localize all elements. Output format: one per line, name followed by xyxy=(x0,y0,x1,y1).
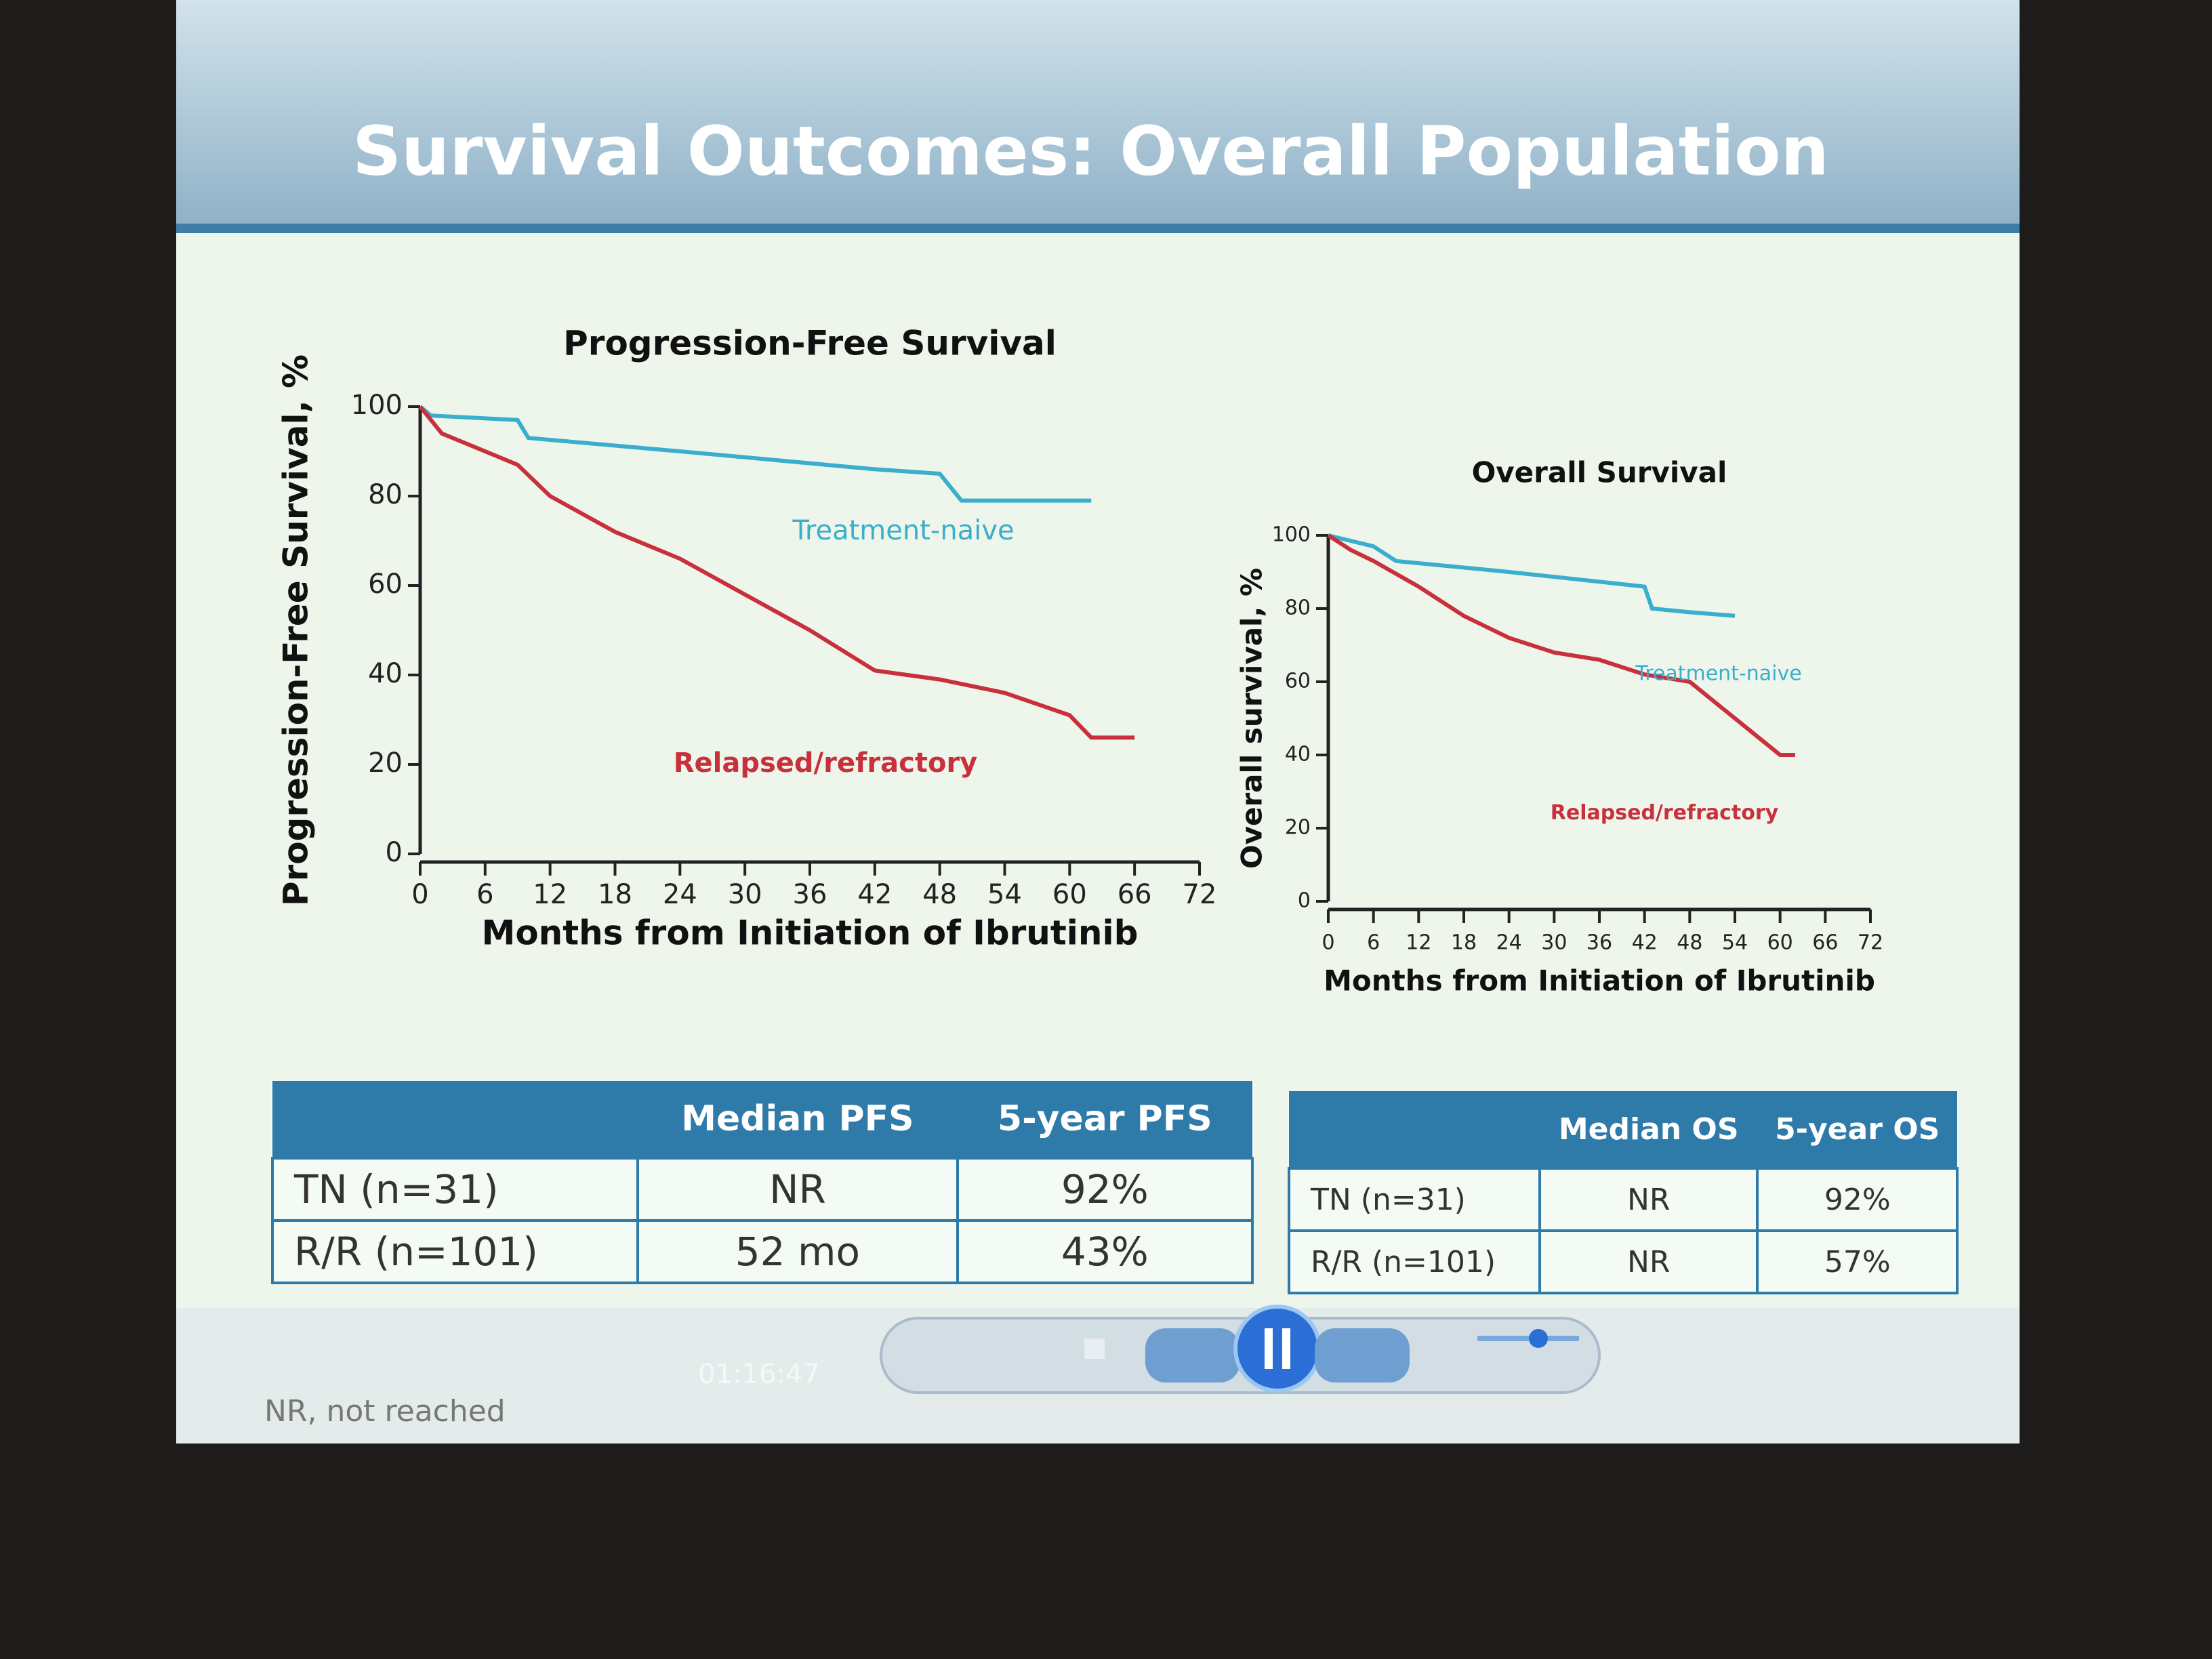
x-tick-label: 24 xyxy=(1496,931,1522,955)
x-tick-label: 36 xyxy=(793,879,827,910)
table-row: R/R (n=101) NR 57% xyxy=(1288,1229,1959,1294)
header-cell xyxy=(272,1081,638,1158)
row-label: R/R (n=101) xyxy=(1288,1229,1541,1294)
x-tick-label: 72 xyxy=(1858,931,1883,955)
header-cell xyxy=(1289,1091,1540,1168)
x-tick-label: 30 xyxy=(728,879,762,910)
column-header: Median PFS xyxy=(638,1081,958,1158)
x-tick-label: 6 xyxy=(1367,931,1380,955)
y-tick-label: 40 xyxy=(1285,743,1311,766)
stop-button[interactable] xyxy=(1084,1338,1105,1359)
series-line xyxy=(1328,533,1736,618)
x-tick-label: 24 xyxy=(663,879,697,910)
summary-table: Median PFS 5-year PFS TN (n=31) NR 92% R/R (n… xyxy=(270,1081,1254,1284)
table-cell: 43% xyxy=(956,1219,1254,1284)
series-line xyxy=(418,405,1135,740)
y-axis-label: Overall survival, % xyxy=(1235,568,1269,869)
y-tick-label: 20 xyxy=(1285,816,1311,840)
table-cell: 52 mo xyxy=(636,1219,959,1284)
x-tick-label: 60 xyxy=(1052,879,1087,910)
y-tick-label: 100 xyxy=(351,390,403,421)
x-tick-label: 42 xyxy=(1632,931,1658,955)
x-tick-label: 54 xyxy=(1722,931,1748,955)
x-tick-label: 60 xyxy=(1767,931,1793,955)
x-tick-label: 30 xyxy=(1541,931,1567,955)
row-label: TN (n=31) xyxy=(270,1157,640,1222)
column-header: 5-year OS xyxy=(1757,1091,1957,1168)
chart-title: Overall Survival xyxy=(1472,456,1727,489)
y-axis-label: Progression-Free Survival, % xyxy=(276,354,316,906)
column-header: Median OS xyxy=(1539,1091,1758,1168)
summary-table: Median OS 5-year OS TN (n=31) NR 92% R/R (n=1… xyxy=(1288,1091,1959,1294)
y-tick-label: 60 xyxy=(368,569,403,600)
y-tick-label: 80 xyxy=(368,479,403,510)
table-row: R/R (n=101) 52 mo 43% xyxy=(270,1219,1254,1284)
x-tick-label: 0 xyxy=(411,879,428,910)
x-tick-label: 66 xyxy=(1118,879,1152,910)
previous-button[interactable] xyxy=(1145,1328,1240,1382)
table-cell: 92% xyxy=(1756,1167,1959,1232)
x-tick-label: 6 xyxy=(476,879,493,910)
table-cell: 92% xyxy=(956,1157,1254,1222)
header-row: Median PFS 5-year PFS xyxy=(272,1081,1252,1158)
row-label: R/R (n=101) xyxy=(270,1219,640,1284)
x-tick-label: 48 xyxy=(922,879,957,910)
x-axis-label: Months from Initiation of Ibrutinib xyxy=(482,914,1139,953)
x-tick-label: 12 xyxy=(533,879,567,910)
table-row: TN (n=31) NR 92% xyxy=(1288,1167,1959,1232)
x-tick-label: 12 xyxy=(1406,931,1431,955)
header-row: Median OS 5-year OS xyxy=(1289,1091,1957,1168)
pause-icon xyxy=(1265,1328,1273,1369)
x-tick-label: 42 xyxy=(857,879,892,910)
table-cell: NR xyxy=(1538,1167,1759,1232)
slide-header xyxy=(176,0,2020,224)
x-axis-label: Months from Initiation of Ibrutinib xyxy=(1324,964,1875,998)
x-tick-label: 36 xyxy=(1586,931,1612,955)
pause-icon xyxy=(1282,1328,1290,1369)
series-label: Treatment-naive xyxy=(792,515,1014,546)
x-tick-label: 66 xyxy=(1812,931,1838,955)
y-tick-label: 80 xyxy=(1285,596,1311,620)
volume-knob[interactable] xyxy=(1529,1329,1548,1348)
series-line xyxy=(419,405,1092,503)
y-tick-label: 40 xyxy=(368,658,403,689)
x-tick-label: 0 xyxy=(1322,931,1334,955)
table-cell: NR xyxy=(1538,1229,1759,1294)
y-tick-label: 60 xyxy=(1285,670,1311,693)
pause-button[interactable] xyxy=(1233,1305,1322,1393)
y-tick-label: 100 xyxy=(1272,523,1311,547)
x-tick-label: 54 xyxy=(987,879,1022,910)
y-tick-label: 20 xyxy=(368,747,403,779)
table-cell: 57% xyxy=(1756,1229,1959,1294)
y-tick-label: 0 xyxy=(386,837,403,868)
x-tick-label: 72 xyxy=(1183,879,1217,910)
footnote: NR, not reached xyxy=(264,1394,506,1429)
chart-title: Progression-Free Survival xyxy=(563,324,1057,363)
x-tick-label: 18 xyxy=(1451,931,1477,955)
series-line xyxy=(1327,533,1795,757)
x-tick-label: 18 xyxy=(598,879,632,910)
y-tick-label: 0 xyxy=(1298,889,1311,913)
series-label: Relapsed/refractory xyxy=(1551,801,1779,825)
table-row: TN (n=31) NR 92% xyxy=(270,1157,1254,1222)
x-tick-label: 48 xyxy=(1677,931,1702,955)
series-label: Treatment-naive xyxy=(1635,662,1801,686)
slide-title: Survival Outcomes: Overall Population xyxy=(352,111,1829,190)
player-time: 01:16:47 xyxy=(698,1359,820,1390)
series-label: Relapsed/refractory xyxy=(674,747,978,779)
column-header: 5-year PFS xyxy=(957,1081,1252,1158)
header-rule xyxy=(176,224,2020,233)
next-button[interactable] xyxy=(1315,1328,1410,1382)
row-label: TN (n=31) xyxy=(1288,1167,1541,1232)
table-cell: NR xyxy=(636,1157,959,1222)
